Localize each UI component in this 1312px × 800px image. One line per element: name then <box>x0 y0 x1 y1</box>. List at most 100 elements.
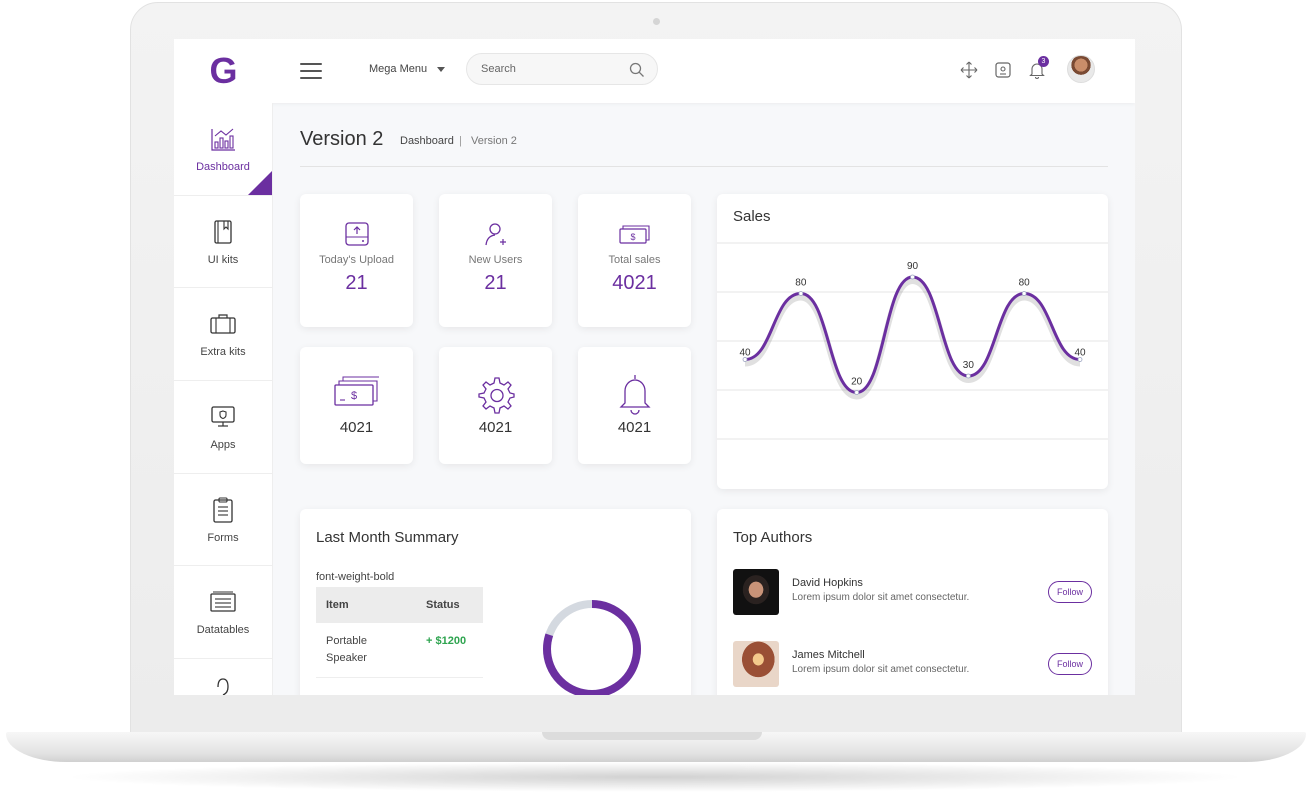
sidebar-item-more[interactable] <box>174 659 272 695</box>
data-point[interactable] <box>854 390 860 395</box>
svg-text:$: $ <box>630 232 635 242</box>
data-point[interactable] <box>742 357 748 362</box>
search-icon[interactable] <box>629 62 645 78</box>
stat-value: 21 <box>484 272 507 294</box>
sidebar-item-datatables[interactable]: Datatables <box>174 566 272 660</box>
sidebar-item-forms[interactable]: Forms <box>174 474 272 567</box>
menu-toggle-icon[interactable] <box>300 63 322 79</box>
list-item: James Mitchell Lorem ipsum dolor sit ame… <box>733 641 1093 687</box>
follow-button[interactable]: Follow <box>1048 581 1092 603</box>
stat-value: 4021 <box>617 419 652 436</box>
notification-badge: 3 <box>1038 56 1049 67</box>
sidebar-item-label: Dashboard <box>196 160 250 173</box>
stat-card-alerts: 4021 <box>578 347 691 464</box>
follow-button[interactable]: Follow <box>1048 653 1092 675</box>
logo-area[interactable]: G <box>174 39 273 103</box>
donut-arc <box>543 600 641 695</box>
sidebar-item-label: UI kits <box>207 253 239 266</box>
mega-menu-dropdown[interactable]: Mega Menu <box>369 63 446 75</box>
stat-card-settings: 4021 <box>439 347 552 464</box>
add-user-icon <box>484 223 506 246</box>
stat-card-total-sales: $ Total sales 4021 <box>578 194 691 327</box>
author-name: David Hopkins <box>792 577 863 589</box>
data-label: 80 <box>1019 278 1031 289</box>
sales-title: Sales <box>733 208 771 225</box>
data-point[interactable] <box>965 373 971 379</box>
list-item: David Hopkins Lorem ipsum dolor sit amet… <box>733 569 1093 615</box>
sidebar-item-label: Forms <box>207 531 239 544</box>
stat-value: 4021 <box>339 419 374 436</box>
stat-value: 4021 <box>478 419 513 436</box>
stat-value: 4021 <box>612 272 657 294</box>
breadcrumb-separator: | <box>459 135 462 147</box>
gear-icon <box>477 377 515 414</box>
breadcrumb-current: Version 2 <box>471 135 517 147</box>
stat-label: Total sales <box>608 254 661 266</box>
camera-dot <box>653 18 660 25</box>
stat-card-uploads: Today's Upload 21 <box>300 194 413 327</box>
sidebar-item-extra-kits[interactable]: Extra kits <box>174 288 272 382</box>
item-cell: Portable Speaker <box>316 623 416 678</box>
stat-card-money: $ 4021 <box>300 347 413 464</box>
data-point[interactable] <box>1077 357 1083 362</box>
active-corner-marker <box>248 170 272 195</box>
sidebar-item-label: Apps <box>210 438 236 451</box>
monitor-icon <box>211 406 235 427</box>
apps-box-icon[interactable] <box>993 60 1013 80</box>
laptop-notch <box>542 732 762 740</box>
author-photo <box>733 569 779 615</box>
breadcrumb-dashboard[interactable]: Dashboard <box>400 135 454 147</box>
sidebar-item-apps[interactable]: Apps <box>174 381 272 474</box>
sidebar-item-label: Datatables <box>196 624 250 637</box>
sales-card: Sales 40 80 20 90 30 80 40 <box>717 194 1108 489</box>
stat-label: New Users <box>468 254 523 266</box>
author-desc: Lorem ipsum dolor sit amet consectetur. <box>792 664 970 675</box>
upload-icon <box>344 222 369 246</box>
clipboard-icon <box>213 497 233 523</box>
fullscreen-move-icon[interactable] <box>959 60 979 80</box>
caret-down-icon <box>437 66 446 72</box>
author-photo <box>733 641 779 687</box>
briefcase-icon <box>210 314 236 334</box>
column-header-status: Status <box>416 587 483 623</box>
data-label: 40 <box>1074 348 1086 359</box>
summary-title: Last Month Summary <box>316 529 459 546</box>
sidebar-item-ui-kits[interactable]: UI kits <box>174 196 272 289</box>
top-header: G Mega Menu 3 <box>174 39 1135 103</box>
logo: G <box>209 50 238 91</box>
data-label: 30 <box>963 360 975 371</box>
author-name: James Mitchell <box>792 649 865 661</box>
laptop-shadow <box>60 762 1250 792</box>
table-icon <box>210 591 236 612</box>
table-row[interactable]: Portable Speaker + $1200 <box>316 623 483 678</box>
search-box <box>466 53 658 85</box>
data-label: 80 <box>795 278 807 289</box>
summary-subtitle: font-weight-bold <box>316 571 395 583</box>
authors-title: Top Authors <box>733 529 813 546</box>
summary-card: Last Month Summary font-weight-bold Item… <box>300 509 691 695</box>
bell-icon <box>618 375 651 415</box>
summary-donut-chart <box>543 600 641 695</box>
data-point[interactable] <box>798 291 804 296</box>
svg-text:$: $ <box>350 390 356 402</box>
chart-icon <box>211 128 235 151</box>
column-header-item: Item <box>316 587 416 623</box>
data-point[interactable] <box>910 274 915 280</box>
sidebar: Dashboard UI kits Extra kits Apps Forms … <box>174 103 273 695</box>
series-shadow <box>744 277 1081 400</box>
sales-line-chart: 40 80 20 90 30 80 40 <box>717 242 1108 440</box>
data-label: 20 <box>851 377 863 388</box>
sales-series-line <box>744 275 1081 395</box>
author-desc: Lorem ipsum dolor sit amet consectetur. <box>792 592 970 603</box>
mega-menu-label: Mega Menu <box>369 63 428 75</box>
sidebar-item-dashboard[interactable]: Dashboard <box>174 103 272 196</box>
title-divider <box>300 166 1108 167</box>
search-input[interactable] <box>481 63 621 75</box>
user-avatar[interactable] <box>1067 55 1095 83</box>
data-point[interactable] <box>1021 291 1027 296</box>
authors-card: Top Authors David Hopkins Lorem ipsum do… <box>717 509 1108 695</box>
stat-value: 21 <box>345 272 368 294</box>
data-label: 90 <box>907 261 919 272</box>
cash-icon: $ <box>618 225 650 244</box>
page-title: Version 2 <box>300 128 384 150</box>
